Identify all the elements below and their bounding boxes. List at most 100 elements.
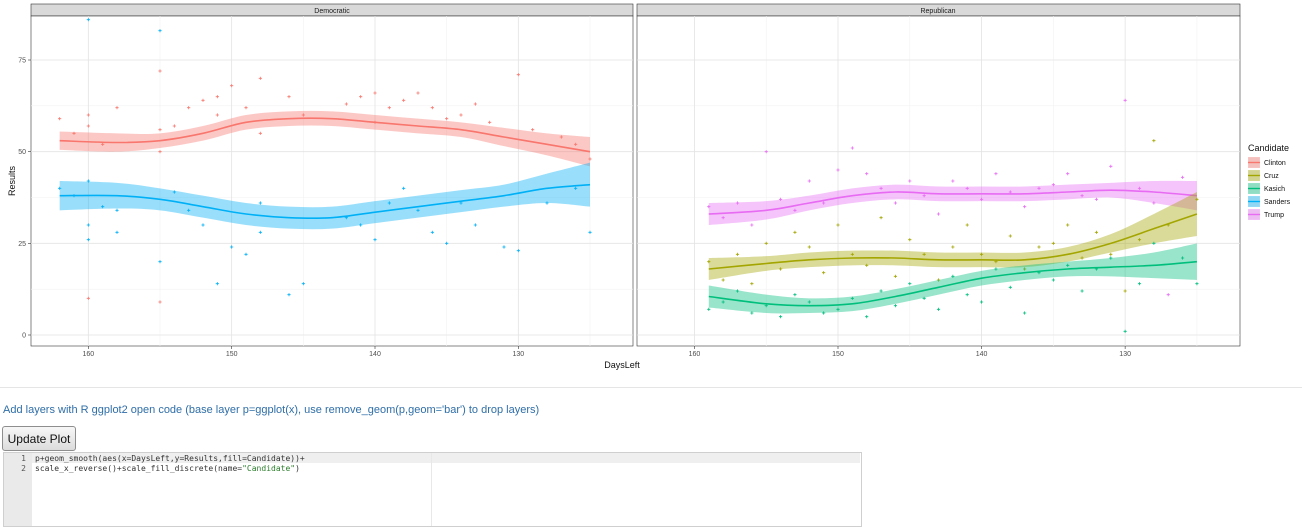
legend-label-kasich: Kasich (1264, 186, 1285, 193)
data-point-clinton (86, 124, 90, 128)
data-point-sanders (187, 208, 191, 212)
x-axis-title: DaysLeft (604, 360, 640, 370)
data-point-cruz (793, 230, 797, 234)
data-point-trump (793, 208, 797, 212)
data-point-cruz (922, 252, 926, 256)
data-point-kasich (908, 282, 912, 286)
data-point-sanders (215, 282, 219, 286)
print-margin (431, 453, 432, 526)
data-point-trump (865, 172, 869, 176)
data-point-cruz (750, 282, 754, 286)
code-line-1[interactable]: p+geom_smooth(aes(x=DaysLeft,y=Results,f… (35, 454, 305, 463)
legend-label-sanders: Sanders (1264, 199, 1291, 206)
line-number: 2 (21, 464, 26, 473)
x-tick-label: 160 (689, 351, 701, 358)
data-point-sanders (387, 201, 391, 205)
x-axis: 160 150 140 130 160 150 140 130 (82, 346, 1131, 358)
data-point-cruz (1037, 245, 1041, 249)
data-point-trump (850, 146, 854, 150)
data-point-cruz (707, 260, 711, 264)
data-point-sanders (430, 230, 434, 234)
data-point-clinton (86, 113, 90, 117)
data-point-trump (1180, 175, 1185, 179)
data-point-trump (1037, 186, 1041, 190)
data-point-clinton (86, 296, 90, 300)
data-point-clinton (58, 117, 62, 121)
data-point-kasich (721, 300, 725, 304)
panel-democratic: Democratic (30, 3, 634, 347)
data-point-kasich (965, 293, 969, 297)
code-editor[interactable]: 1 2 p+geom_smooth(aes(x=DaysLeft,y=Resul… (3, 452, 862, 527)
data-point-trump (764, 150, 768, 154)
data-point-trump (1080, 194, 1084, 198)
data-point-clinton (373, 91, 377, 95)
data-point-kasich (1023, 311, 1027, 315)
legend-label-clinton: Clinton (1264, 160, 1286, 167)
data-point-clinton (201, 98, 205, 102)
grid-democratic (31, 16, 633, 346)
data-point-sanders (516, 249, 520, 253)
data-point-trump (750, 223, 754, 227)
data-point-kasich (1080, 289, 1084, 293)
data-point-trump (979, 197, 984, 201)
data-point-kasich (1008, 285, 1012, 289)
data-point-kasich (1137, 282, 1142, 286)
y-tick-label: 25 (18, 241, 26, 248)
data-point-clinton (287, 95, 291, 99)
data-point-cruz (721, 278, 725, 282)
smooth-line-sanders (59, 183, 591, 220)
data-point-sanders (588, 230, 592, 234)
x-tick-label: 150 (832, 351, 844, 358)
x-tick-label: 130 (512, 351, 524, 358)
data-point-trump (1123, 98, 1127, 102)
data-point-clinton (516, 73, 520, 77)
data-point-cruz (1123, 289, 1127, 293)
data-point-sanders (58, 186, 62, 190)
data-point-sanders (115, 208, 119, 212)
data-point-cruz (836, 223, 840, 227)
code-string: "Candidate" (242, 464, 296, 473)
data-point-cruz (1109, 252, 1113, 256)
data-point-cruz (1080, 256, 1084, 260)
data-point-sanders (115, 230, 119, 234)
data-point-kasich (893, 304, 898, 308)
data-point-clinton (445, 117, 449, 121)
confidence-band-clinton (59, 110, 590, 167)
data-point-sanders (230, 245, 234, 249)
data-point-cruz (764, 241, 768, 245)
data-point-kasich (1123, 329, 1127, 333)
data-point-trump (965, 186, 969, 190)
data-point-kasich (822, 311, 826, 315)
data-point-clinton (574, 142, 578, 146)
data-point-kasich (807, 300, 811, 304)
data-point-cruz (1152, 139, 1156, 143)
data-point-sanders (416, 208, 420, 212)
data-point-sanders (86, 238, 90, 242)
data-point-cruz (1137, 238, 1142, 242)
update-plot-button[interactable]: Update Plot (2, 426, 76, 451)
series-democratic (58, 18, 592, 304)
data-point-cruz (879, 216, 883, 220)
code-line-2[interactable]: scale_x_reverse()+scale_fill_discrete(na… (35, 464, 300, 473)
data-point-cruz (979, 252, 984, 256)
data-point-cruz (1008, 234, 1012, 238)
data-point-sanders (86, 179, 90, 183)
confidence-band-sanders (59, 162, 590, 230)
data-point-cruz (1195, 197, 1199, 201)
confidence-band-kasich (708, 243, 1197, 314)
data-point-kasich (836, 307, 840, 311)
data-point-clinton (115, 106, 119, 110)
data-point-clinton (215, 95, 219, 99)
y-axis-title: Results (7, 165, 17, 196)
data-point-trump (1051, 183, 1055, 187)
data-point-clinton (258, 76, 262, 80)
panel-area-democratic (30, 15, 634, 347)
data-point-kasich (1051, 278, 1055, 282)
data-point-sanders (301, 282, 305, 286)
data-point-sanders (158, 260, 162, 264)
data-point-kasich (922, 296, 926, 300)
data-point-sanders (172, 190, 176, 194)
data-point-sanders (86, 223, 90, 227)
data-point-cruz (1094, 230, 1099, 234)
data-point-trump (1166, 293, 1170, 297)
